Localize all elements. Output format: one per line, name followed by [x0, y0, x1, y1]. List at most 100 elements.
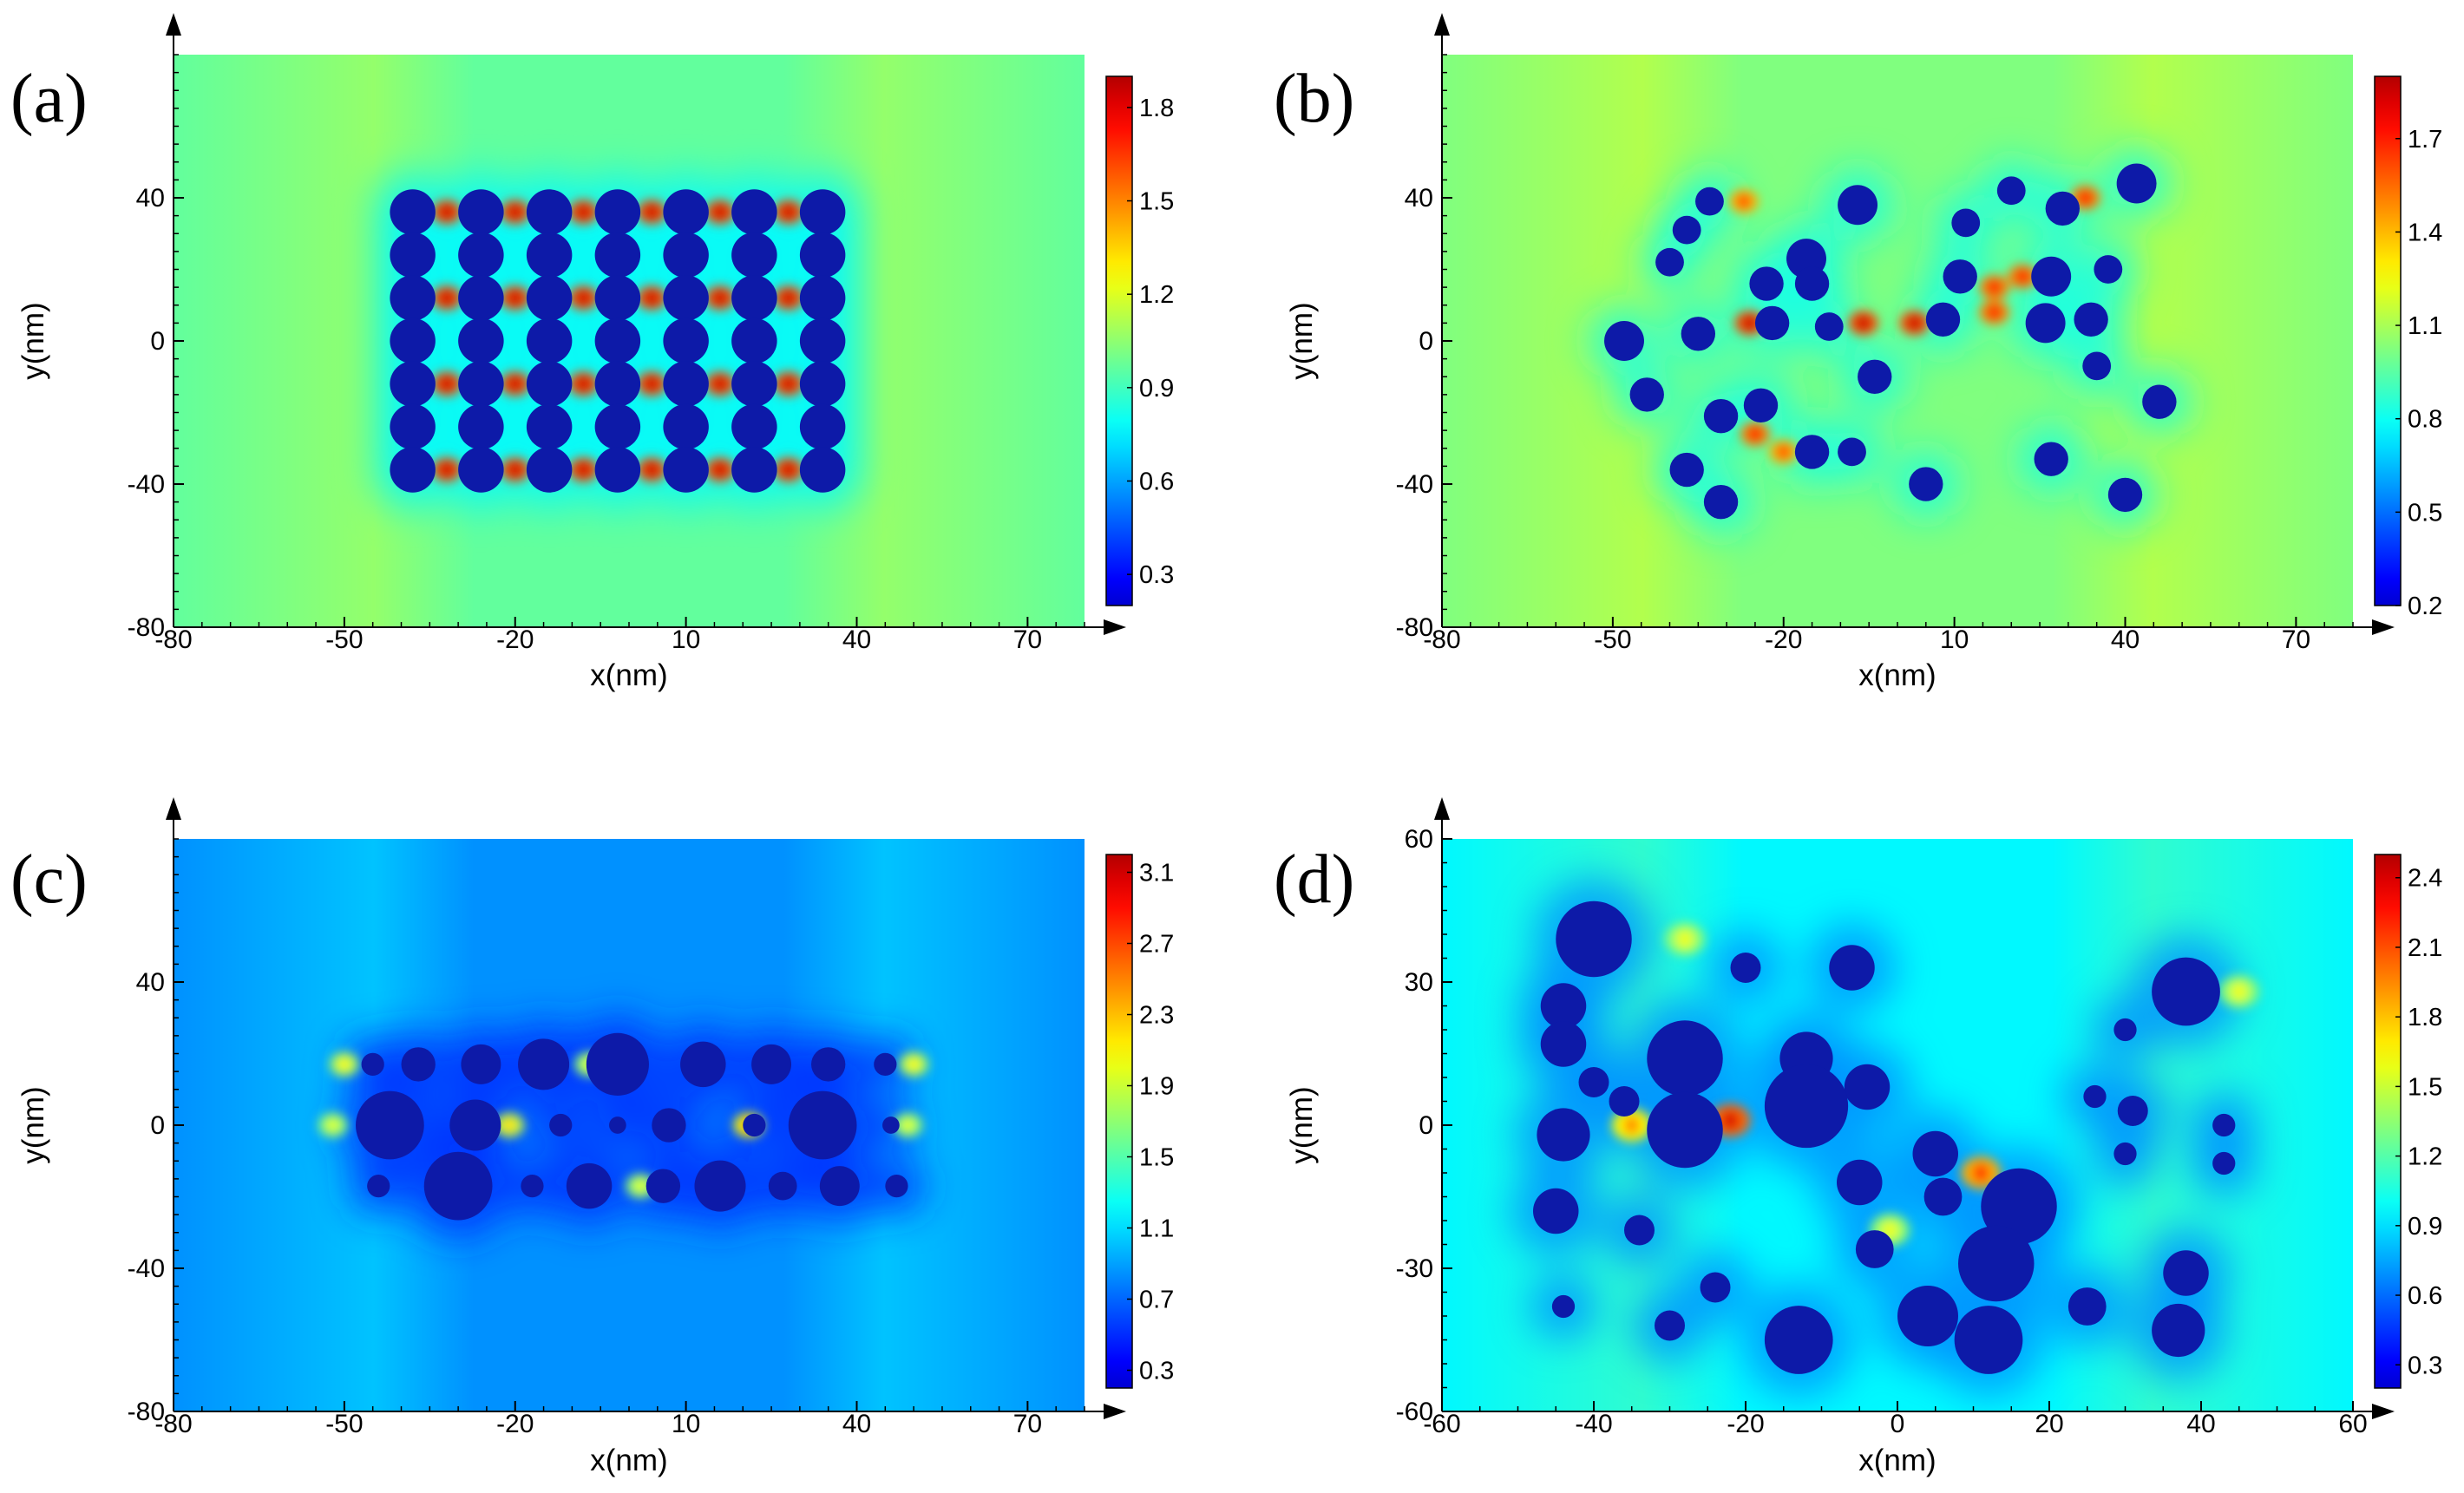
- particle: [663, 275, 709, 321]
- x-axis-title: x(nm): [1858, 1444, 1936, 1477]
- hotspots: [318, 1051, 929, 1199]
- particle: [1655, 247, 1684, 277]
- colorbar-tick-label: 0.9: [1139, 375, 1174, 403]
- hotspot-core: [440, 205, 454, 219]
- colorbar-tick-label: 0.3: [2408, 1352, 2442, 1379]
- hotspot-core: [2079, 190, 2092, 206]
- particle: [1700, 1272, 1731, 1303]
- y-tick-label: 40: [136, 184, 165, 213]
- particle: [1703, 484, 1739, 520]
- particle: [1912, 1130, 1958, 1177]
- particle: [594, 361, 641, 407]
- colorbar-tick-label: 0.2: [2408, 593, 2442, 620]
- particle: [788, 1090, 857, 1160]
- particle: [1556, 900, 1632, 978]
- particle: [2142, 384, 2177, 419]
- particle: [743, 1113, 766, 1137]
- hotspot-core: [713, 462, 727, 477]
- y-tick-label: 60: [1405, 825, 1433, 854]
- panel-label: (b): [1274, 61, 1354, 137]
- panel-label: (c): [10, 841, 88, 918]
- particle: [645, 1169, 681, 1203]
- particle: [361, 1052, 384, 1076]
- particle: [461, 1044, 501, 1084]
- colorbar-tick-label: 1.7: [2408, 126, 2442, 154]
- particle: [663, 318, 709, 364]
- x-axis-title: x(nm): [590, 658, 667, 692]
- particle: [594, 403, 641, 450]
- particle: [2116, 163, 2157, 204]
- y-axis-title: y(nm): [16, 302, 50, 379]
- y-axis-arrow: [1434, 13, 1450, 36]
- x-tick-label: -80: [1423, 625, 1460, 654]
- particle: [458, 189, 504, 235]
- hotspot-core: [577, 291, 590, 305]
- particle: [390, 318, 436, 364]
- hotspot-core: [901, 1117, 914, 1133]
- panel-c: -80 -50 -20 10 40 70 -80 -40 0 40 x(nm) y(nm) (c) 0.3…: [10, 797, 1174, 1477]
- hotspot-core: [1623, 1116, 1641, 1135]
- hotspot-core: [1748, 427, 1762, 442]
- particle: [663, 361, 709, 407]
- particle: [731, 232, 777, 278]
- particle: [1838, 437, 1866, 467]
- y-tick-label: 0: [150, 327, 165, 356]
- particle: [799, 318, 846, 364]
- particle: [1749, 266, 1784, 301]
- axes: -80 -50 -20 10 40 70 -80 -40 0 40 x(nm) y(nm): [16, 13, 1126, 692]
- particle: [1703, 398, 1739, 434]
- particle: [1669, 452, 1704, 488]
- y-tick-label: 0: [1419, 327, 1433, 356]
- hotspot-core: [1777, 444, 1790, 460]
- particle: [1672, 215, 1701, 245]
- particle: [1540, 1021, 1587, 1067]
- particles: [356, 1032, 908, 1221]
- x-tick-label: 60: [2338, 1410, 2367, 1438]
- particle: [680, 1041, 726, 1088]
- hotspot-core: [577, 377, 590, 391]
- y-tick-label: -80: [1396, 613, 1433, 642]
- particle: [1754, 305, 1790, 341]
- panel-a: -80 -50 -20 10 40 70 -80 -40 0 40 x(nm) y(nm) (a) 0.3…: [10, 13, 1174, 692]
- hotspot-core: [577, 205, 590, 219]
- heatmap-area: [174, 55, 1085, 627]
- particle: [2068, 1287, 2107, 1326]
- particle: [1609, 1086, 1640, 1116]
- particle: [586, 1032, 649, 1096]
- particle: [1923, 1177, 1963, 1216]
- y-axis-title: y(nm): [1285, 1086, 1319, 1163]
- particle: [2025, 303, 2066, 344]
- particle: [401, 1047, 436, 1082]
- particle: [799, 447, 846, 493]
- particles: [1533, 900, 2236, 1374]
- particle: [1537, 1108, 1590, 1162]
- particle: [1838, 185, 1878, 226]
- particle: [390, 275, 436, 321]
- particle: [1954, 1306, 2023, 1374]
- particle: [2031, 256, 2072, 297]
- panel-label: (d): [1274, 841, 1354, 918]
- particle: [1743, 388, 1779, 422]
- colorbar-tick-label: 0.7: [1139, 1287, 1174, 1314]
- particle: [731, 361, 777, 407]
- particle: [799, 189, 846, 235]
- colorbar-scale: [1105, 75, 1133, 606]
- particle: [731, 275, 777, 321]
- particle: [1858, 359, 1892, 394]
- y-axis-title: y(nm): [1285, 302, 1319, 379]
- y-tick-label: -30: [1396, 1254, 1433, 1283]
- x-tick-label: -80: [154, 625, 192, 654]
- hotspot-core: [508, 291, 521, 305]
- hotspot-core: [508, 205, 521, 219]
- colorbar: 0.2 0.5 0.8 1.1 1.4 1.7: [2374, 75, 2442, 620]
- y-tick-label: -80: [128, 1398, 165, 1426]
- colorbar-tick-label: 1.9: [1139, 1073, 1174, 1101]
- particle: [799, 361, 846, 407]
- panel-label: (a): [10, 61, 88, 137]
- particle: [882, 1116, 900, 1134]
- axes: -80 -50 -20 10 40 70 -80 -40 0 40 x(nm) y(nm): [1285, 13, 2395, 692]
- colorbar-tick-label: 1.8: [2408, 1004, 2442, 1031]
- panel-d: -60 -40 -20 0 20 40 60 -60 -30 0 30 60 x(nm) y(nm) (d)…: [1274, 797, 2442, 1477]
- heatmap-area: [1442, 839, 2353, 1411]
